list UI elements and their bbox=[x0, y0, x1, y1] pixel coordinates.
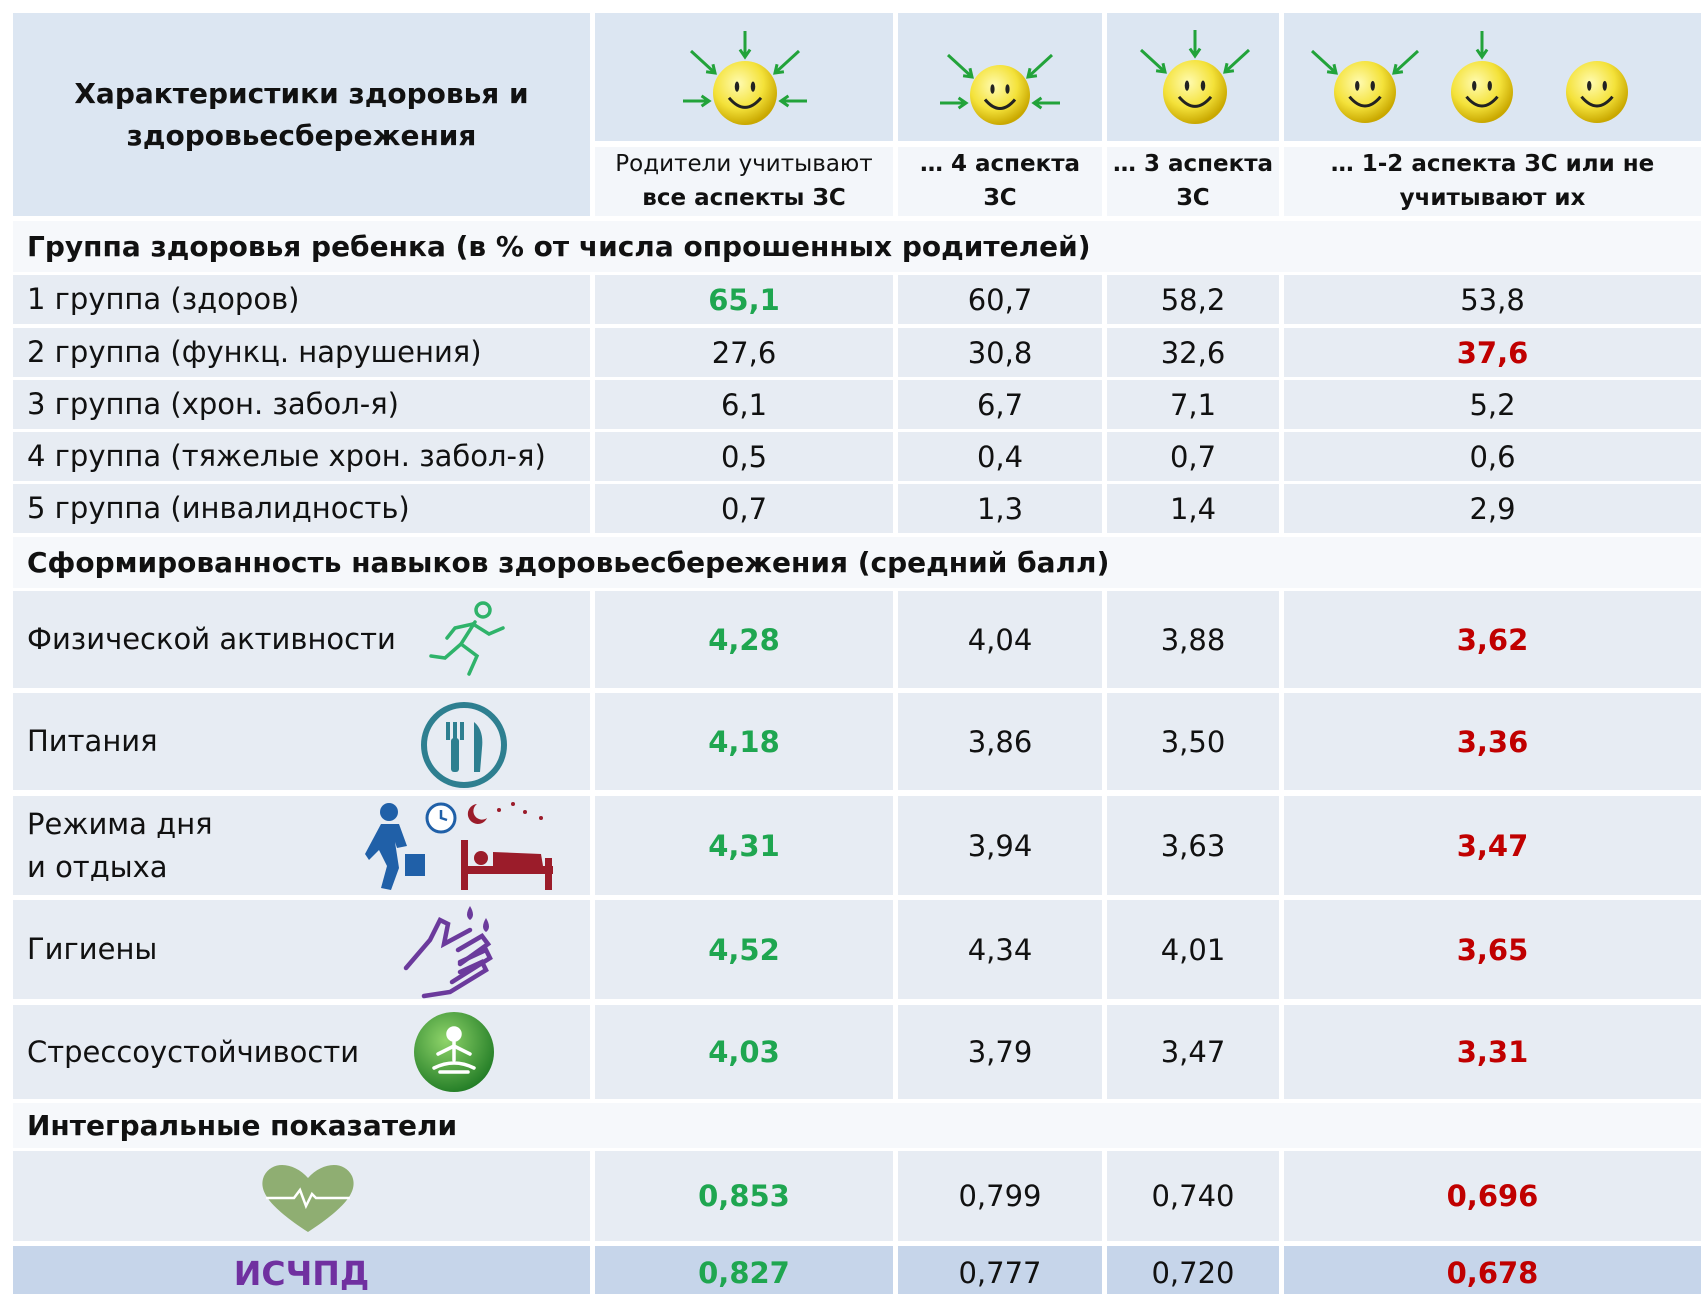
row-label: 4 группа (тяжелые хрон. забол-я) bbox=[13, 432, 590, 481]
food-icon bbox=[418, 700, 510, 790]
row-label: 2 группа (функц. нарушения) bbox=[13, 328, 590, 377]
value-cell: 3,47 bbox=[1107, 1005, 1279, 1099]
header-line: … 3 аспекта bbox=[1112, 151, 1274, 178]
value-cell: 60,7 bbox=[898, 275, 1102, 324]
value-cell: 3,79 bbox=[898, 1005, 1102, 1099]
value-cell: 0,6 bbox=[1284, 432, 1701, 481]
value-cell: 0,5 bbox=[595, 432, 893, 481]
value-cell: 53,8 bbox=[1284, 275, 1701, 324]
value-cell: 0,7 bbox=[1107, 432, 1279, 481]
row-label: Гигиены bbox=[13, 900, 590, 999]
value-cell: 0,853 bbox=[595, 1151, 893, 1241]
header-column-label: … 3 аспекта ЗС bbox=[1107, 147, 1279, 216]
value-cell: 1,4 bbox=[1107, 484, 1279, 533]
value-cell: 7,1 bbox=[1107, 380, 1279, 429]
row-label: Физической активности bbox=[13, 591, 590, 688]
header-title-cell: Характеристики здоровья и здоровьесбереж… bbox=[13, 13, 590, 216]
value-cell: 0,7 bbox=[595, 484, 893, 533]
value-cell: 4,28 bbox=[595, 591, 893, 688]
value-cell: 27,6 bbox=[595, 328, 893, 377]
value-cell: 0,4 bbox=[898, 432, 1102, 481]
value-cell: 32,6 bbox=[1107, 328, 1279, 377]
value-cell: 3,62 bbox=[1284, 591, 1701, 688]
value-cell: 3,47 bbox=[1284, 796, 1701, 895]
row-label: ИСЧПД bbox=[13, 1246, 590, 1294]
value-cell: 5,2 bbox=[1284, 380, 1701, 429]
value-cell: 4,52 bbox=[595, 900, 893, 999]
runner-icon bbox=[425, 598, 515, 678]
header-line: ЗС bbox=[1176, 184, 1210, 211]
row-label: Режима дня и отдыха bbox=[13, 796, 590, 895]
value-cell: 3,86 bbox=[898, 693, 1102, 790]
value-cell: 0,678 bbox=[1284, 1246, 1701, 1294]
value-cell: 3,88 bbox=[1107, 591, 1279, 688]
heart-icon bbox=[258, 1160, 358, 1235]
header-column-label: … 1-2 аспекта ЗС или не учитывают их bbox=[1284, 147, 1701, 216]
value-cell: 0,720 bbox=[1107, 1246, 1279, 1294]
routine-icon bbox=[365, 798, 560, 893]
header-line: Родители учитывают bbox=[615, 151, 873, 178]
value-cell: 4,03 bbox=[595, 1005, 893, 1099]
section-title: Группа здоровья ребенка (в % от числа оп… bbox=[13, 221, 1701, 272]
value-cell: 58,2 bbox=[1107, 275, 1279, 324]
value-cell: 0,777 bbox=[898, 1246, 1102, 1294]
value-cell: 6,1 bbox=[595, 380, 893, 429]
value-cell: 0,827 bbox=[595, 1246, 893, 1294]
smiley-icon bbox=[925, 45, 1075, 140]
header-column-label: Родители учитывают все аспекты ЗС bbox=[595, 147, 893, 216]
row-label: Стрессоустойчивости bbox=[13, 1005, 590, 1099]
header-column-label: … 4 аспекта ЗС bbox=[898, 147, 1102, 216]
value-cell: 3,65 bbox=[1284, 900, 1701, 999]
header-line: все аспекты ЗС bbox=[642, 184, 846, 211]
header-line: ЗС bbox=[983, 184, 1017, 211]
value-cell: 4,31 bbox=[595, 796, 893, 895]
value-cell: 0,799 bbox=[898, 1151, 1102, 1241]
value-cell: 4,34 bbox=[898, 900, 1102, 999]
section-title: Сформированность навыков здоровьесбереже… bbox=[13, 537, 1701, 588]
stress-icon bbox=[412, 1010, 497, 1095]
value-cell: 30,8 bbox=[898, 328, 1102, 377]
value-cell: 4,04 bbox=[898, 591, 1102, 688]
value-cell: 1,3 bbox=[898, 484, 1102, 533]
row-label: 1 группа (здоров) bbox=[13, 275, 590, 324]
value-cell: 3,63 bbox=[1107, 796, 1279, 895]
header-line: учитывают их bbox=[1399, 184, 1586, 211]
value-cell: 0,696 bbox=[1284, 1151, 1701, 1241]
row-label: 3 группа (хрон. забол-я) bbox=[13, 380, 590, 429]
value-cell: 6,7 bbox=[898, 380, 1102, 429]
value-cell: 65,1 bbox=[595, 275, 893, 324]
hygiene-icon bbox=[400, 900, 500, 1005]
value-cell: 37,6 bbox=[1284, 328, 1701, 377]
value-cell: 0,740 bbox=[1107, 1151, 1279, 1241]
row-label: 5 группа (инвалидность) bbox=[13, 484, 590, 533]
value-cell: 3,94 bbox=[898, 796, 1102, 895]
value-cell: 3,50 bbox=[1107, 693, 1279, 790]
value-cell: 2,9 bbox=[1284, 484, 1701, 533]
value-cell: 4,18 bbox=[595, 693, 893, 790]
value-cell: 3,36 bbox=[1284, 693, 1701, 790]
value-cell: 3,31 bbox=[1284, 1005, 1701, 1099]
smiley-icon bbox=[670, 28, 820, 138]
header-line: … 4 аспекта bbox=[919, 151, 1081, 178]
value-cell: 4,01 bbox=[1107, 900, 1279, 999]
smiley-icon bbox=[1130, 30, 1260, 138]
section-title: Интегральные показатели bbox=[13, 1103, 1701, 1148]
header-line: … 1-2 аспекта ЗС или не bbox=[1330, 151, 1655, 178]
smiley-icon bbox=[1310, 30, 1690, 138]
